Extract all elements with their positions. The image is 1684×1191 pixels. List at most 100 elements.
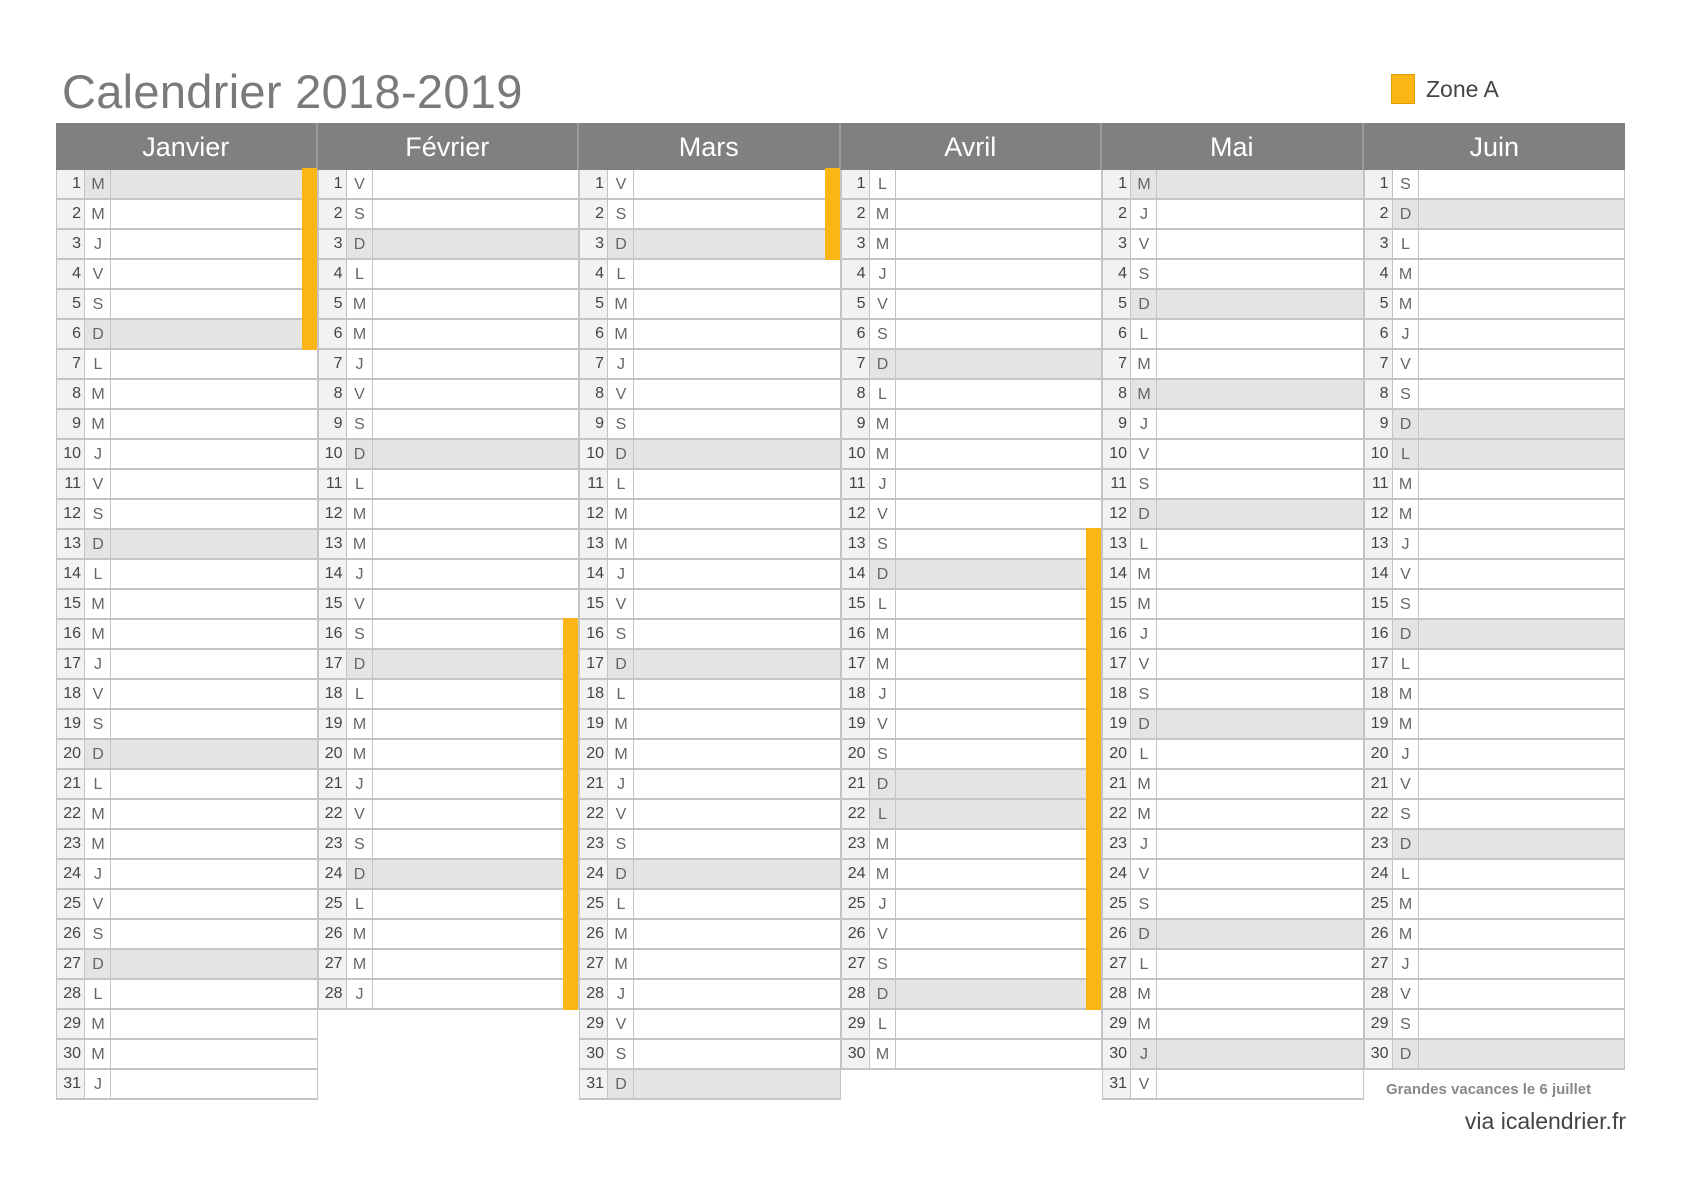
day-row[interactable]: 12 <box>840 500 1102 530</box>
day-notes-cell[interactable] <box>634 440 840 468</box>
day-notes-cell[interactable] <box>373 830 579 858</box>
day-row[interactable]: 1 <box>1363 170 1625 200</box>
day-row[interactable]: 19 <box>317 708 579 740</box>
day-notes-cell[interactable] <box>1419 710 1625 738</box>
day-notes-cell[interactable] <box>111 740 317 768</box>
day-notes-cell[interactable] <box>111 1070 317 1098</box>
day-row[interactable]: 11 <box>56 470 318 500</box>
day-notes-cell[interactable] <box>1157 380 1363 408</box>
day-row[interactable]: 26 <box>1363 920 1625 950</box>
day-row[interactable]: 18 <box>840 678 1102 710</box>
day-row[interactable]: 23 <box>56 830 318 860</box>
day-notes-cell[interactable] <box>1157 290 1363 318</box>
day-row[interactable]: 14 <box>840 558 1102 590</box>
day-row[interactable]: 10 <box>840 440 1102 470</box>
day-notes-cell[interactable] <box>634 950 840 978</box>
day-notes-cell[interactable] <box>111 200 317 228</box>
day-notes-cell[interactable] <box>634 410 840 438</box>
day-notes-cell[interactable] <box>373 500 579 528</box>
day-notes-cell[interactable] <box>1157 680 1363 708</box>
day-row[interactable]: 18 <box>1102 680 1364 710</box>
day-notes-cell[interactable] <box>896 620 1102 648</box>
day-row[interactable]: 28 <box>840 978 1102 1010</box>
day-notes-cell[interactable] <box>1157 650 1363 678</box>
day-notes-cell[interactable] <box>1419 980 1625 1008</box>
day-row[interactable]: 1 <box>317 170 579 200</box>
day-row[interactable]: 18 <box>1363 680 1625 710</box>
day-notes-cell[interactable] <box>1157 770 1363 798</box>
day-row[interactable]: 6 <box>840 320 1102 350</box>
day-notes-cell[interactable] <box>1419 260 1625 288</box>
day-notes-cell[interactable] <box>1157 230 1363 258</box>
day-row[interactable]: 22 <box>56 800 318 830</box>
day-notes-cell[interactable] <box>373 470 579 498</box>
day-row[interactable]: 2 <box>1363 200 1625 230</box>
day-row[interactable]: 5 <box>1102 290 1364 320</box>
day-notes-cell[interactable] <box>1419 530 1625 558</box>
day-notes-cell[interactable] <box>373 170 579 198</box>
day-row[interactable]: 21 <box>56 770 318 800</box>
day-row[interactable]: 17 <box>579 650 841 680</box>
day-notes-cell[interactable] <box>1157 1040 1363 1068</box>
day-row[interactable]: 21 <box>579 770 841 800</box>
day-notes-cell[interactable] <box>373 740 579 768</box>
day-notes-cell[interactable] <box>1418 410 1624 438</box>
day-notes-cell[interactable] <box>1419 650 1625 678</box>
day-notes-cell[interactable] <box>1418 440 1624 468</box>
day-row[interactable]: 17 <box>840 648 1102 680</box>
day-notes-cell[interactable] <box>634 1040 840 1068</box>
day-row[interactable]: 10 <box>1102 440 1364 470</box>
day-row[interactable]: 13 <box>840 528 1102 560</box>
day-notes-cell[interactable] <box>373 410 579 438</box>
day-notes-cell[interactable] <box>896 260 1102 288</box>
day-notes-cell[interactable] <box>111 380 317 408</box>
day-row[interactable]: 26 <box>1102 920 1364 950</box>
day-row[interactable]: 8 <box>1363 380 1625 410</box>
day-row[interactable]: 9 <box>1102 410 1364 440</box>
day-row[interactable]: 28 <box>579 980 841 1010</box>
day-notes-cell[interactable] <box>896 950 1102 978</box>
day-notes-cell[interactable] <box>373 590 579 618</box>
day-row[interactable]: 22 <box>1102 800 1364 830</box>
day-notes-cell[interactable] <box>373 890 579 918</box>
day-row[interactable]: 29 <box>1363 1010 1625 1040</box>
day-row[interactable]: 9 <box>317 410 579 440</box>
day-notes-cell[interactable] <box>111 410 317 438</box>
day-row[interactable]: 23 <box>840 828 1102 860</box>
day-row[interactable]: 30 <box>579 1040 841 1070</box>
day-row[interactable]: 16 <box>579 620 841 650</box>
day-row[interactable]: 29 <box>56 1010 318 1040</box>
day-row[interactable]: 25 <box>840 888 1102 920</box>
day-notes-cell[interactable] <box>373 620 579 648</box>
day-notes-cell[interactable] <box>1419 890 1625 918</box>
day-row[interactable]: 17 <box>56 650 318 680</box>
day-notes-cell[interactable] <box>1418 620 1624 648</box>
day-notes-cell[interactable] <box>895 350 1101 378</box>
day-notes-cell[interactable] <box>373 380 579 408</box>
day-notes-cell[interactable] <box>1157 530 1363 558</box>
day-notes-cell[interactable] <box>1157 860 1363 888</box>
day-row[interactable]: 29 <box>840 1010 1102 1040</box>
day-row[interactable]: 11 <box>579 470 841 500</box>
day-row[interactable]: 24 <box>1102 860 1364 890</box>
day-notes-cell[interactable] <box>111 770 317 798</box>
day-notes-cell[interactable] <box>634 560 840 588</box>
day-row[interactable]: 8 <box>840 380 1102 410</box>
day-row[interactable]: 12 <box>579 500 841 530</box>
day-notes-cell[interactable] <box>1419 680 1625 708</box>
day-notes-cell[interactable] <box>634 650 840 678</box>
day-notes-cell[interactable] <box>1419 860 1625 888</box>
day-notes-cell[interactable] <box>634 170 840 198</box>
day-row[interactable]: 25 <box>579 890 841 920</box>
day-notes-cell[interactable] <box>111 290 317 318</box>
day-row[interactable]: 19 <box>579 710 841 740</box>
day-notes-cell[interactable] <box>373 950 579 978</box>
day-notes-cell[interactable] <box>634 470 840 498</box>
day-row[interactable]: 21 <box>840 768 1102 800</box>
day-row[interactable]: 8 <box>1102 380 1364 410</box>
day-notes-cell[interactable] <box>634 1070 840 1098</box>
day-row[interactable]: 10 <box>317 440 579 470</box>
day-row[interactable]: 15 <box>317 590 579 620</box>
day-notes-cell[interactable] <box>896 920 1102 948</box>
day-notes-cell[interactable] <box>634 500 840 528</box>
